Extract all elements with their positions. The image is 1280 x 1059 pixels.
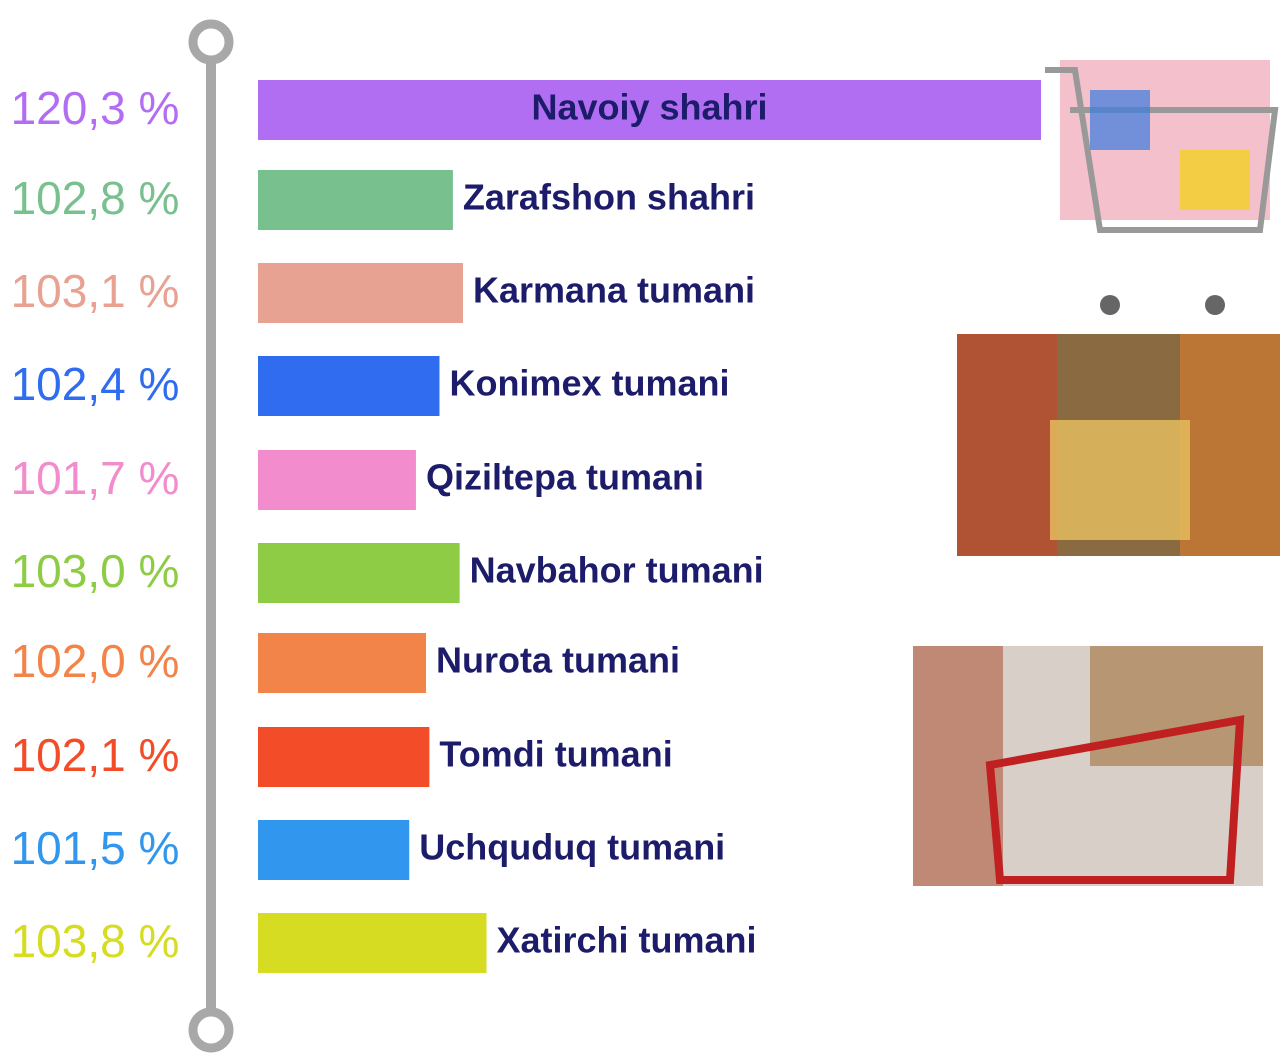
category-label: Navoiy shahri xyxy=(531,87,767,128)
bar xyxy=(258,633,426,693)
category-label: Uchquduq tumani xyxy=(419,827,725,868)
bar xyxy=(258,913,487,973)
value-label: 103,0 % xyxy=(11,545,180,597)
category-label: Navbahor tumani xyxy=(470,550,764,591)
value-label: 102,0 % xyxy=(11,635,180,687)
bar xyxy=(258,356,439,416)
value-label: 101,7 % xyxy=(11,452,180,504)
bar xyxy=(258,820,409,880)
timeline-cap xyxy=(193,24,229,60)
category-label: Konimex tumani xyxy=(449,363,729,404)
bar xyxy=(258,170,453,230)
aisle-image xyxy=(913,646,1263,886)
bars: 120,3 % Navoiy shahri 102,8 % Zarafshon sha… xyxy=(11,80,1041,973)
bar xyxy=(258,263,463,323)
value-label: 102,1 % xyxy=(11,729,180,781)
value-label: 102,4 % xyxy=(11,358,180,410)
chart: 120,3 % Navoiy shahri 102,8 % Zarafshon sha… xyxy=(0,0,1280,1054)
category-label: Zarafshon shahri xyxy=(463,177,755,218)
value-label: 103,1 % xyxy=(11,265,180,317)
bar xyxy=(258,543,460,603)
category-label: Karmana tumani xyxy=(473,270,755,311)
category-label: Qiziltepa tumani xyxy=(426,457,704,498)
timeline-cap xyxy=(193,1012,229,1048)
category-label: Tomdi tumani xyxy=(439,734,672,775)
category-label: Nurota tumani xyxy=(436,640,680,681)
store-image xyxy=(957,334,1280,556)
cart-image xyxy=(1045,60,1275,315)
value-label: 103,8 % xyxy=(11,915,180,967)
value-label: 120,3 % xyxy=(11,82,180,134)
value-label: 102,8 % xyxy=(11,172,180,224)
category-label: Xatirchi tumani xyxy=(497,920,757,961)
bar xyxy=(258,450,416,510)
value-label: 101,5 % xyxy=(11,822,180,874)
bar xyxy=(258,727,429,787)
